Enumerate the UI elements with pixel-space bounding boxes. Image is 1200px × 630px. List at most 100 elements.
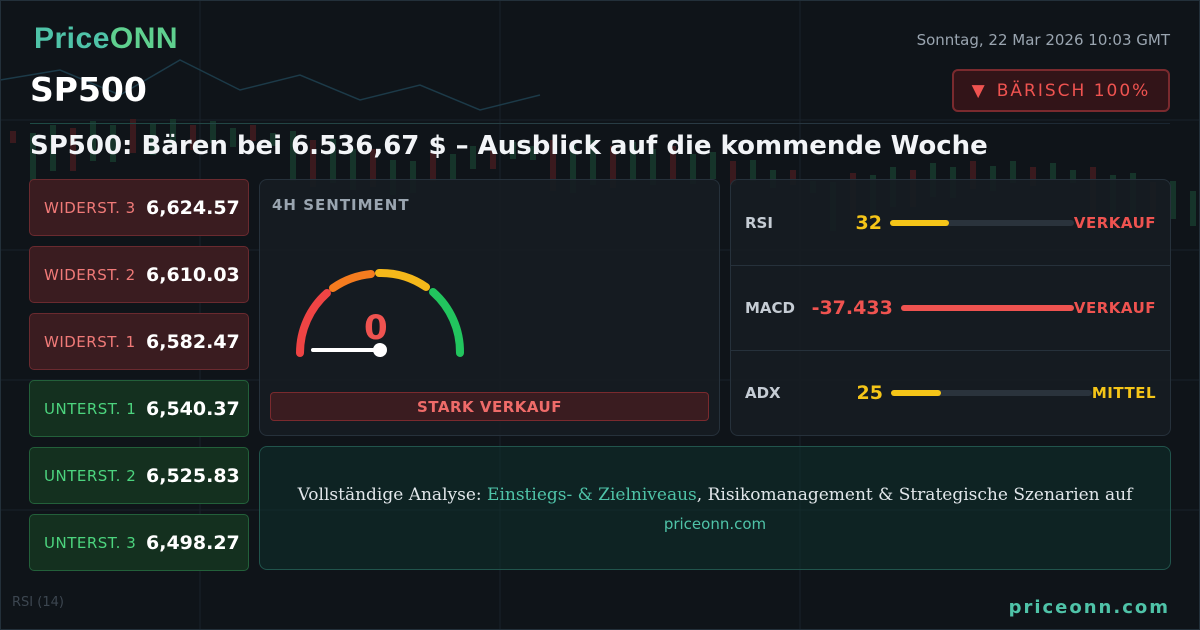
background-candle (650, 149, 656, 185)
background-candle (970, 161, 976, 189)
background-candle (390, 160, 396, 195)
background-candle (570, 145, 576, 193)
level-value: 6,610.03 (146, 263, 240, 286)
background-candle (790, 170, 796, 185)
background-candle (270, 133, 276, 146)
background-candle (1030, 167, 1036, 186)
background-candle (410, 161, 416, 193)
background-candle (370, 149, 376, 187)
gauge-arc-yellow (375, 268, 430, 291)
headline: SP500: Bären bei 6.536,67 $ – Ausblick a… (30, 131, 988, 161)
level-name: UNTERST. 2 (44, 466, 137, 485)
triangle-down-icon: ▼ (971, 80, 987, 101)
background-candle (530, 146, 536, 160)
sentiment-title: 4H SENTIMENT (272, 196, 410, 214)
background-candle (70, 128, 76, 171)
cta-suffix: , Risikomanagement & Strategische Szenar… (696, 485, 1133, 505)
background-candle (610, 146, 616, 188)
level-value: 6,525.83 (146, 464, 240, 487)
background-candle (350, 149, 356, 190)
level-support-2: UNTERST. 2 6,525.83 (29, 447, 249, 504)
background-candle (250, 125, 256, 141)
background-candle (290, 131, 296, 181)
background-candle (1010, 161, 1016, 183)
background-candle (430, 152, 436, 181)
cta-panel[interactable]: Vollständige Analyse: Einstiegs- & Zieln… (259, 446, 1171, 570)
background-candle (1050, 163, 1056, 179)
indicator-fill (889, 219, 949, 226)
background-candle (470, 146, 476, 169)
background-candle (750, 160, 756, 181)
indicator-adx: ADX 25 MITTEL (731, 350, 1170, 435)
indicator-name: RSI (745, 213, 773, 232)
background-candle (990, 166, 996, 191)
date-time: Sonntag, 22 Mar 2026 10:03 GMT (916, 31, 1170, 49)
bias-label: BÄRISCH 100% (996, 80, 1151, 101)
cta-highlight[interactable]: Einstiegs- & Zielniveaus (487, 485, 697, 505)
gauge-arc-orange (329, 270, 375, 292)
level-resistance-2: WIDERST. 2 6,610.03 (29, 246, 249, 303)
background-rsi-label: RSI (14) (12, 595, 64, 610)
level-name: UNTERST. 1 (44, 399, 137, 418)
levels-list: WIDERST. 3 6,624.57 WIDERST. 2 6,610.03 … (29, 179, 249, 581)
cta-link[interactable]: priceonn.com (663, 515, 767, 533)
indicators-panel: RSI 32 VERKAUF MACD -37.433 VERKAUF ADX … (730, 179, 1171, 436)
background-candle (150, 124, 156, 155)
indicator-fill (890, 390, 942, 396)
level-support-3: UNTERST. 3 6,498.27 (29, 514, 249, 571)
background-candle (90, 121, 96, 161)
sentiment-panel: 4H SENTIMENT 0 STARK VERKAUF (259, 179, 720, 436)
brand-logo[interactable]: PriceONN (34, 22, 178, 56)
level-value: 6,498.27 (146, 531, 240, 554)
background-candle (670, 146, 676, 179)
level-name: WIDERST. 3 (44, 198, 136, 217)
sentiment-gauge (295, 268, 465, 357)
background-candle (110, 125, 116, 162)
background-candle (170, 119, 176, 147)
footer-link[interactable]: priceonn.com (1008, 597, 1170, 618)
background-candle (1170, 181, 1176, 219)
level-value: 6,624.57 (146, 196, 240, 219)
indicator-value: -37.433 (811, 297, 893, 319)
level-value: 6,540.37 (146, 397, 240, 420)
bias-badge: ▼ BÄRISCH 100% (952, 69, 1170, 112)
cta-prefix: Vollständige Analyse: (297, 485, 488, 505)
indicator-signal: VERKAUF (1073, 213, 1156, 232)
background-candle (50, 125, 56, 171)
background-candle (630, 142, 636, 181)
background-candle (590, 140, 596, 185)
background-candle (130, 119, 136, 153)
background-candle (30, 133, 36, 182)
gauge-arc-red (295, 289, 331, 357)
background-candle (550, 140, 556, 191)
background-candle (510, 142, 516, 159)
indicator-bar (889, 219, 1074, 226)
indicator-fill (900, 305, 1074, 311)
sentiment-value: 0 (364, 308, 388, 348)
brand-name-a: Price (34, 22, 110, 55)
background-candle (10, 131, 16, 143)
background-candle (710, 152, 716, 179)
indicator-rsi: RSI 32 VERKAUF (731, 180, 1170, 265)
indicator-name: MACD (745, 299, 795, 317)
level-name: WIDERST. 2 (44, 265, 136, 284)
indicator-bar (900, 305, 1074, 311)
level-resistance-1: WIDERST. 1 6,582.47 (29, 313, 249, 370)
level-name: WIDERST. 1 (44, 332, 136, 351)
indicator-value: 25 (856, 382, 883, 404)
background-candle (330, 139, 336, 183)
indicator-macd: MACD -37.433 VERKAUF (731, 265, 1170, 350)
background-candle (210, 121, 216, 143)
gauge-pivot (373, 343, 387, 357)
background-candle (690, 154, 696, 184)
sentiment-label: STARK VERKAUF (270, 392, 709, 421)
gauge-arc-green (429, 288, 465, 357)
indicator-name: ADX (745, 384, 781, 402)
background-candle (450, 154, 456, 180)
background-candle (1190, 191, 1196, 226)
indicator-signal: MITTEL (1091, 384, 1156, 402)
background-candle (730, 161, 736, 185)
indicator-signal: VERKAUF (1073, 299, 1156, 317)
background-candle (310, 140, 316, 187)
cta-text: Vollständige Analyse: Einstiegs- & Zieln… (260, 485, 1170, 505)
